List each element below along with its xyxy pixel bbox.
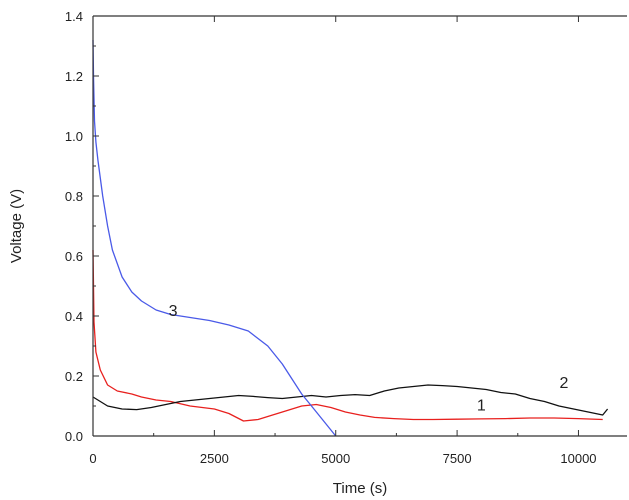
y-tick-label: 0.4 bbox=[65, 309, 83, 324]
labels-layer: 1 2 3 bbox=[169, 303, 569, 415]
y-tick-label: 1.2 bbox=[65, 69, 83, 84]
y-tick-label: 0.6 bbox=[65, 249, 83, 264]
y-tick-label: 1.0 bbox=[65, 129, 83, 144]
x-tick-label: 5000 bbox=[321, 451, 350, 466]
y-tick-label: 1.4 bbox=[65, 9, 83, 24]
x-tick-label: 7500 bbox=[443, 451, 472, 466]
y-tick-label: 0.8 bbox=[65, 189, 83, 204]
series-label-3: 3 bbox=[169, 303, 178, 320]
series-line-1 bbox=[92, 249, 603, 422]
x-tick-label: 2500 bbox=[200, 451, 229, 466]
axes-layer: 0 2500 5000 7500 10000 0.0 0.2 0.4 0.6 0.8 1.0 1.2 1… bbox=[65, 9, 627, 466]
series-label-1: 1 bbox=[477, 398, 486, 415]
series-layer bbox=[92, 39, 609, 437]
x-tick-label: 10000 bbox=[560, 451, 596, 466]
x-axis-title: Time (s) bbox=[333, 480, 387, 497]
y-tick-label: 0.0 bbox=[65, 429, 83, 444]
y-axis-title: Voltage (V) bbox=[8, 189, 25, 263]
x-tick-label: 0 bbox=[89, 451, 96, 466]
y-tick-label: 0.2 bbox=[65, 369, 83, 384]
series-label-2: 2 bbox=[559, 375, 568, 392]
series-line-3 bbox=[92, 39, 337, 437]
series-line-2 bbox=[92, 384, 609, 416]
